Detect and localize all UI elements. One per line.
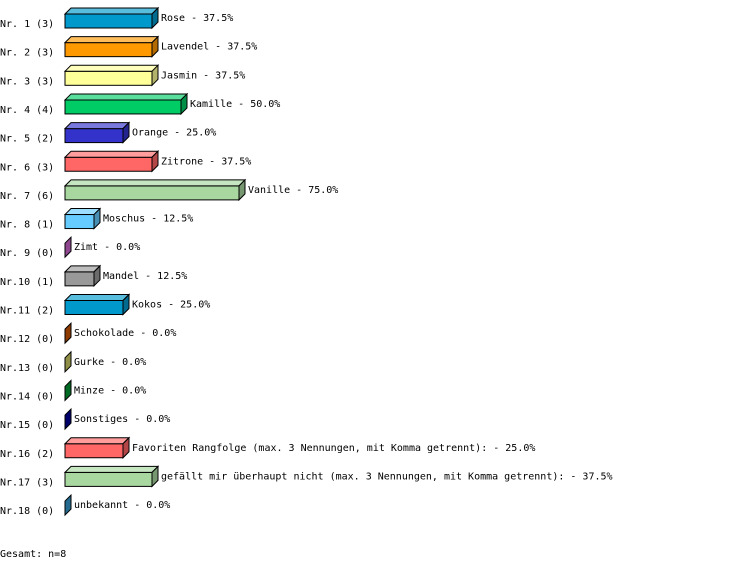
bar-side	[151, 6, 159, 30]
category-label: Nr.17 (3)	[0, 477, 54, 488]
bar-top	[63, 150, 160, 158]
category-label: Nr. 2 (3)	[0, 48, 54, 59]
bar-side	[151, 64, 159, 87]
bar-front	[64, 128, 124, 144]
value-label: gefällt mir überhaupt nicht (max. 3 Nenn…	[161, 471, 613, 482]
value-label: Schokolade - 0.0%	[74, 328, 176, 339]
value-label: Gurke - 0.0%	[74, 357, 146, 368]
bar-top	[63, 93, 189, 101]
bar-top	[63, 437, 131, 445]
bar-side	[122, 293, 130, 316]
bar-front	[64, 300, 124, 315]
bar-top	[63, 465, 160, 473]
value-label: Vanille - 75.0%	[248, 185, 338, 196]
total-label: Gesamt: n=8	[0, 549, 66, 560]
value-label: Kamille - 50.0%	[190, 99, 280, 110]
bar-top	[63, 36, 160, 44]
bar-front	[64, 156, 153, 172]
category-label: Nr.16 (2)	[0, 449, 54, 460]
value-label: Kokos - 25.0%	[132, 300, 210, 311]
category-label: Nr. 7 (6)	[0, 191, 54, 202]
category-label: Nr. 6 (3)	[0, 162, 54, 173]
bar-front	[64, 99, 182, 115]
bar-side	[122, 436, 130, 459]
bar-front	[64, 185, 240, 201]
value-label: Zitrone - 37.5%	[161, 156, 251, 167]
category-label: Nr.12 (0)	[0, 334, 54, 345]
bar-top	[63, 64, 160, 72]
bar-side	[64, 379, 72, 402]
bar-side	[64, 321, 72, 345]
bar-front	[64, 42, 153, 58]
category-label: Nr. 1 (3)	[0, 19, 54, 30]
value-label: Favoriten Rangfolge (max. 3 Nennungen, m…	[132, 443, 535, 454]
category-label: Nr.13 (0)	[0, 363, 54, 374]
bar-top	[63, 179, 247, 187]
value-label: Zimt - 0.0%	[74, 242, 140, 253]
category-label: Nr.11 (2)	[0, 306, 54, 317]
category-label: Nr. 9 (0)	[0, 248, 54, 259]
category-label: Nr.14 (0)	[0, 391, 54, 402]
bar-top	[63, 122, 131, 130]
bar-side	[238, 178, 246, 202]
bar-side	[151, 465, 159, 488]
category-label: Nr. 4 (4)	[0, 105, 54, 116]
bar-top	[63, 7, 160, 15]
value-label: unbekannt - 0.0%	[74, 500, 170, 511]
bar-side	[64, 493, 72, 517]
bar-side	[64, 407, 72, 431]
value-label: Moschus - 12.5%	[103, 214, 193, 225]
value-label: Jasmin - 37.5%	[161, 70, 245, 81]
bar-side	[151, 35, 159, 58]
value-label: Mandel - 12.5%	[103, 271, 187, 282]
category-label: Nr. 5 (2)	[0, 134, 54, 145]
value-label: Sonstiges - 0.0%	[74, 414, 170, 425]
category-label: Nr.10 (1)	[0, 277, 54, 288]
category-label: Nr.18 (0)	[0, 506, 54, 517]
bar-front	[64, 214, 95, 230]
bar-side	[64, 350, 72, 374]
value-label: Minze - 0.0%	[74, 385, 146, 396]
value-label: Rose - 37.5%	[161, 13, 233, 24]
bar-front	[64, 70, 153, 86]
bar-side	[151, 150, 159, 173]
value-label: Orange - 25.0%	[132, 128, 216, 139]
bar-side	[122, 121, 130, 144]
category-label: Nr.15 (0)	[0, 420, 54, 431]
bar-side	[64, 235, 72, 259]
bar-front	[64, 13, 153, 29]
bar-top	[63, 294, 131, 301]
bar-front	[64, 471, 153, 487]
category-label: Nr. 3 (3)	[0, 76, 54, 87]
category-label: Nr. 8 (1)	[0, 220, 54, 231]
bar-side	[93, 207, 101, 230]
bar-side	[93, 264, 101, 288]
bar-front	[64, 443, 124, 459]
bar-front	[64, 271, 95, 287]
bar-side	[180, 92, 188, 116]
value-label: Lavendel - 37.5%	[161, 42, 257, 53]
